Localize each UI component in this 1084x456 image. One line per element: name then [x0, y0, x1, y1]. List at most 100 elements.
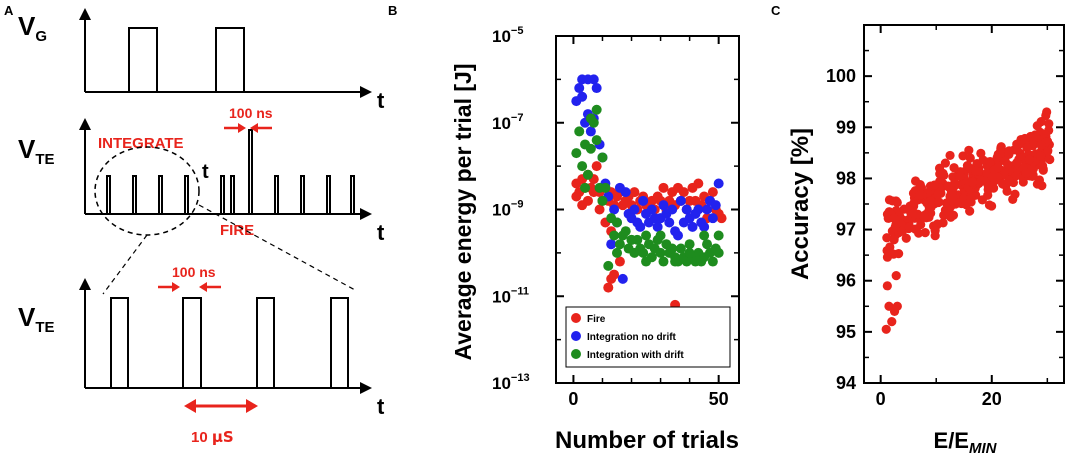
point-accuracy: [985, 156, 995, 167]
point-accuracy: [926, 202, 936, 212]
x-tick-label: 0: [876, 389, 886, 409]
point-integration-with-drift: [702, 239, 713, 250]
point-accuracy: [915, 190, 925, 200]
point-accuracy: [887, 317, 897, 327]
y-tick-label: 96: [836, 271, 856, 291]
panel-c-y-tick-labels: 94 95 96 97 98 99 100: [826, 66, 856, 393]
zoom-line-right: [198, 204, 356, 291]
point-accuracy: [1043, 146, 1053, 156]
vg-t-label: t: [377, 88, 385, 113]
point-accuracy: [987, 201, 997, 211]
point-integration-with-drift: [600, 182, 611, 193]
point-accuracy: [909, 198, 919, 208]
point-accuracy: [919, 212, 929, 222]
vg-x-arrow: [360, 86, 372, 98]
point-accuracy: [891, 271, 901, 281]
vte-label: VTE: [18, 134, 55, 168]
point-integration-with-drift: [577, 161, 588, 172]
point-integration-with-drift: [667, 243, 678, 254]
point-accuracy: [885, 242, 895, 252]
panel-c-label: C: [771, 3, 781, 18]
point-integration-with-drift: [684, 247, 695, 258]
point-integration-no-drift: [588, 74, 599, 85]
point-integration-with-drift: [658, 256, 669, 267]
point-accuracy: [1037, 180, 1047, 191]
point-integration-with-drift: [670, 256, 681, 267]
vte-t-label: t: [377, 220, 385, 245]
point-accuracy: [938, 218, 948, 228]
point-integration-with-drift: [620, 226, 631, 237]
point-accuracy: [920, 228, 930, 238]
panel-c-x-axis-title: E/EMIN: [934, 428, 998, 456]
point-accuracy: [901, 233, 911, 243]
point-accuracy: [930, 225, 940, 236]
point-accuracy: [1030, 130, 1040, 140]
point-accuracy: [993, 163, 1003, 173]
point-accuracy: [894, 249, 904, 259]
vte-y-arrow: [79, 118, 91, 130]
point-fire: [614, 256, 625, 267]
y-tick-label: 10−7: [492, 112, 523, 133]
point-fire: [594, 204, 605, 215]
point-integration-with-drift: [675, 243, 686, 254]
point-accuracy: [882, 281, 892, 291]
point-integration-with-drift: [713, 230, 724, 241]
vte-x-arrow: [360, 208, 372, 220]
point-accuracy: [1038, 165, 1048, 175]
point-integration-with-drift: [591, 104, 602, 115]
point-accuracy: [897, 226, 908, 236]
point-accuracy: [905, 222, 915, 232]
panel-b-points: [571, 74, 727, 310]
vg-label: VG: [18, 11, 47, 45]
point-accuracy: [915, 179, 925, 190]
point-accuracy: [1036, 140, 1046, 150]
y-tick-label: 10−9: [492, 199, 523, 220]
point-integration-no-drift: [681, 204, 692, 215]
point-integration-no-drift: [707, 213, 718, 224]
point-integration-no-drift: [638, 195, 649, 206]
point-accuracy: [882, 233, 892, 243]
point-accuracy: [992, 152, 1002, 163]
point-accuracy: [945, 150, 955, 161]
point-accuracy: [978, 155, 988, 165]
point-integration-with-drift: [641, 230, 652, 241]
point-integration-no-drift: [702, 204, 713, 215]
point-accuracy: [1012, 157, 1022, 168]
y-tick-label: 99: [836, 117, 856, 137]
pulse-width-label-top: 100 ns: [229, 105, 273, 121]
point-accuracy: [1002, 186, 1012, 196]
vg-pulses: [85, 27, 365, 93]
vg-y-arrow: [79, 8, 91, 20]
period-label: 10 µS: [191, 428, 234, 446]
point-fire: [678, 187, 689, 198]
panel-b-x-axis-title: Number of trials: [555, 427, 739, 454]
pulse-width-arrows-top: [224, 123, 272, 133]
point-accuracy: [944, 211, 955, 221]
point-integration-no-drift: [675, 195, 686, 206]
panel-a-label: A: [4, 3, 14, 18]
point-accuracy: [958, 151, 968, 161]
y-tick-label: 10−11: [492, 285, 529, 306]
vte-inner-t-label: t: [202, 161, 209, 183]
point-accuracy: [882, 252, 893, 262]
point-integration-no-drift: [606, 239, 617, 250]
point-integration-no-drift: [687, 221, 698, 232]
x-tick-label: 20: [982, 389, 1002, 409]
point-integration-no-drift: [574, 83, 585, 94]
panel-c-y-axis-title: Accuracy [%]: [787, 128, 814, 280]
point-fire: [693, 178, 704, 189]
point-integration-with-drift: [641, 256, 652, 267]
x-tick-label: 50: [709, 389, 729, 409]
point-accuracy: [948, 192, 958, 202]
y-tick-label: 97: [836, 220, 856, 240]
y-tick-label: 100: [826, 66, 856, 86]
point-accuracy: [955, 171, 965, 181]
point-integration-with-drift: [585, 113, 596, 124]
legend-marker-with-drift: [571, 349, 581, 359]
point-integration-no-drift: [652, 221, 663, 232]
point-accuracy: [881, 324, 891, 334]
y-tick-label: 95: [836, 322, 856, 342]
vte-zoom-waveform: [79, 278, 372, 394]
vte-pulses: [85, 129, 365, 215]
point-accuracy: [891, 219, 901, 230]
